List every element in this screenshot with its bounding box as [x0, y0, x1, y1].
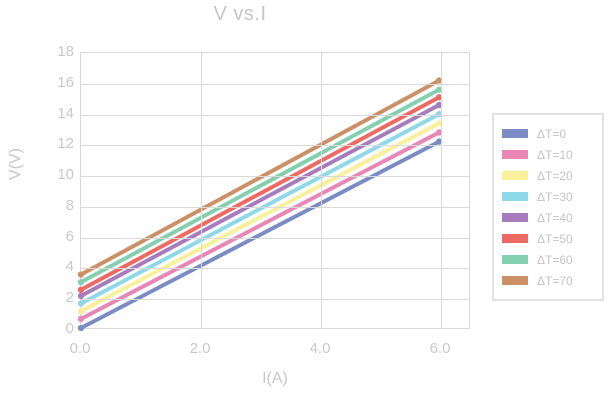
gridline-vertical	[201, 53, 202, 328]
legend-color-swatch	[502, 171, 528, 180]
gridline-vertical	[441, 53, 442, 328]
legend-item-label: ΔT=0	[537, 126, 567, 141]
gridline-horizontal	[81, 145, 469, 147]
gridline-horizontal	[81, 299, 469, 301]
series--t-0	[77, 138, 443, 332]
legend-item[interactable]: ΔT=70	[502, 270, 596, 291]
legend-item[interactable]: ΔT=20	[502, 165, 596, 186]
y-axis-tick-label: 8	[65, 196, 74, 214]
legend-color-swatch	[502, 192, 528, 201]
series--t-60	[77, 86, 443, 286]
y-axis-tick-label: 6	[65, 227, 74, 245]
legend-item-label: ΔT=40	[537, 210, 573, 225]
x-axis-tick-label: 4.0	[309, 340, 331, 357]
data-point-marker	[77, 324, 85, 332]
y-axis-tick-label: 16	[57, 73, 74, 91]
series-line	[79, 139, 442, 330]
x-axis-tick-label: 2.0	[189, 340, 211, 357]
gridline-vertical	[321, 53, 322, 328]
y-axis-tick-label: 18	[57, 43, 74, 60]
legend-color-swatch	[502, 276, 528, 285]
series--t-10	[77, 129, 443, 323]
gridline-horizontal	[81, 83, 469, 85]
data-point-marker	[77, 300, 85, 307]
series-line	[79, 121, 442, 314]
legend-item-label: ΔT=20	[537, 168, 573, 183]
legend-color-swatch	[502, 213, 528, 222]
data-point-marker	[435, 129, 443, 136]
data-point-marker	[435, 120, 443, 127]
legend-item-label: ΔT=70	[537, 273, 573, 288]
data-point-marker	[77, 286, 85, 293]
data-point-marker	[435, 94, 443, 101]
y-axis-tick-label: 10	[57, 166, 74, 184]
y-axis-tick-label: 4	[65, 258, 74, 276]
legend-item[interactable]: ΔT=60	[502, 249, 596, 270]
legend-item[interactable]: ΔT=10	[502, 144, 596, 165]
x-axis-tick-labels: 0.0 2.0 4.0 6.0	[70, 340, 470, 365]
data-point-marker	[77, 315, 85, 323]
y-axis-tick-label: 14	[57, 104, 74, 122]
data-point-marker	[435, 86, 443, 93]
series--t-70	[77, 77, 443, 278]
series-line	[79, 95, 442, 292]
data-point-marker	[77, 278, 85, 286]
legend-item-label: ΔT=60	[537, 252, 573, 267]
data-point-marker	[77, 308, 85, 315]
data-point-marker	[435, 110, 443, 118]
x-axis-tick-label: 0.0	[69, 340, 91, 357]
y-axis-tick-label: 12	[57, 135, 74, 153]
data-point-marker	[77, 271, 85, 278]
legend-item[interactable]: ΔT=40	[502, 207, 596, 228]
legend-item[interactable]: ΔT=50	[502, 228, 596, 249]
series--t-40	[77, 101, 443, 300]
legend-color-swatch	[502, 129, 528, 138]
legend-item-label: ΔT=50	[537, 231, 573, 246]
data-point-marker	[77, 292, 85, 300]
legend-item[interactable]: ΔT=0	[502, 123, 596, 144]
legend-color-swatch	[502, 234, 528, 243]
gridline-horizontal	[81, 176, 469, 178]
series-line	[79, 102, 442, 298]
y-axis-tick-label: 2	[65, 289, 74, 307]
plot-area	[77, 52, 470, 332]
series--t-50	[77, 94, 443, 293]
y-axis-title: V(V)	[7, 148, 24, 180]
series--t-30	[77, 110, 443, 307]
legend-color-swatch	[502, 255, 528, 264]
series-line	[79, 112, 442, 306]
gridline-horizontal	[81, 268, 469, 270]
series-line	[79, 87, 442, 285]
series--t-20	[77, 120, 443, 315]
chart-legend: ΔT=0 ΔT=10 ΔT=20 ΔT=30 ΔT=40 ΔT=50 ΔT=60 ΔT=70	[492, 113, 604, 301]
gridline-horizontal	[81, 206, 469, 208]
legend-item-label: ΔT=10	[537, 147, 573, 162]
gridline-horizontal	[81, 237, 469, 239]
series-lines-group	[77, 77, 443, 332]
data-point-marker	[435, 138, 443, 145]
y-axis-tick-labels: 0 2 4 6 8 10 12 14 16 18	[26, 0, 74, 407]
legend-color-swatch	[502, 150, 528, 159]
y-axis-tick-label: 0	[65, 320, 74, 337]
x-axis-title: I(A)	[262, 370, 288, 387]
series-line	[79, 78, 442, 277]
data-point-marker	[435, 101, 443, 109]
gridline-horizontal	[81, 114, 469, 116]
legend-item-label: ΔT=30	[537, 189, 573, 204]
x-axis-tick-label: 6.0	[429, 340, 451, 357]
legend-item[interactable]: ΔT=30	[502, 186, 596, 207]
data-point-marker	[435, 77, 443, 84]
chart-title: V vs.I	[213, 3, 267, 25]
series-line	[79, 130, 442, 321]
